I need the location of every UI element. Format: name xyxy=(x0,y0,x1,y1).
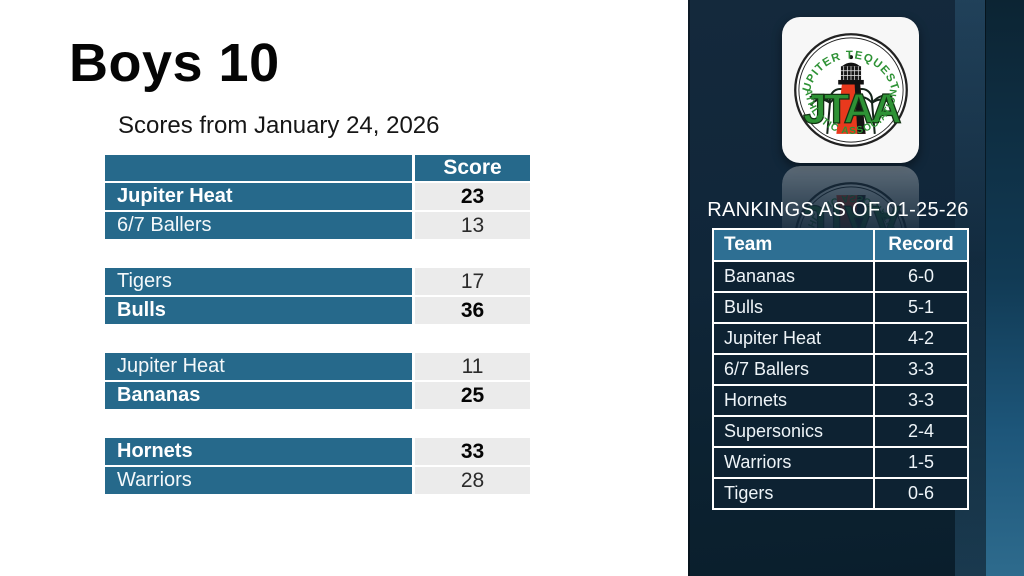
table-row: Hornets 33 xyxy=(105,438,530,465)
rank-team-cell: Warriors xyxy=(714,448,873,477)
scores-subtitle: Scores from January 24, 2026 xyxy=(118,112,440,139)
rank-record-cell: 2-4 xyxy=(875,417,967,446)
rank-team-cell: Hornets xyxy=(714,386,873,415)
scores-panel: Boys 10 Scores from January 24, 2026 Sco… xyxy=(69,33,530,523)
rank-team-cell: Bulls xyxy=(714,293,873,322)
score-cell: 13 xyxy=(415,212,530,239)
column-divider xyxy=(412,212,415,239)
column-divider xyxy=(412,155,415,181)
score-cell: 17 xyxy=(415,268,530,295)
game-block: Jupiter Heat 23 6/7 Ballers 13 xyxy=(105,183,530,239)
column-divider xyxy=(412,297,415,324)
table-row: Jupiter Heat 23 xyxy=(105,183,530,210)
column-divider xyxy=(412,438,415,465)
game-block: Jupiter Heat 11 Bananas 25 xyxy=(105,353,530,409)
team-name-cell: Hornets xyxy=(105,438,412,465)
table-row: 6/7 Ballers 13 xyxy=(105,212,530,239)
rank-record-cell: 3-3 xyxy=(875,355,967,384)
scores-header-team-cell xyxy=(105,155,412,181)
column-divider xyxy=(412,382,415,409)
rank-record-cell: 3-3 xyxy=(875,386,967,415)
team-name-cell: Jupiter Heat xyxy=(105,183,412,210)
rankings-header-record: Record xyxy=(875,230,967,260)
table-row: Tigers 17 xyxy=(105,268,530,295)
rank-record-cell: 4-2 xyxy=(875,324,967,353)
table-row: Jupiter Heat 11 xyxy=(105,353,530,380)
team-name-cell: Bananas xyxy=(105,382,412,409)
rankings-title: RANKINGS AS OF 01-25-26 xyxy=(707,199,969,221)
score-cell: 23 xyxy=(415,183,530,210)
rank-record-cell: 5-1 xyxy=(875,293,967,322)
score-cell: 25 xyxy=(415,382,530,409)
score-cell: 28 xyxy=(415,467,530,494)
rank-team-cell: Tigers xyxy=(714,479,873,508)
rankings-table: Team Record Bananas 6-0 Bulls 5-1 Jupite… xyxy=(712,228,969,510)
rank-team-cell: Jupiter Heat xyxy=(714,324,873,353)
rank-record-cell: 0-6 xyxy=(875,479,967,508)
page-title: Boys 10 xyxy=(69,33,280,93)
scores-table: Score Jupiter Heat 23 6/7 Ballers 13 Tig… xyxy=(105,155,530,523)
score-cell: 36 xyxy=(415,297,530,324)
column-divider xyxy=(412,183,415,210)
team-name-cell: Tigers xyxy=(105,268,412,295)
column-divider xyxy=(412,268,415,295)
table-row: Bulls 36 xyxy=(105,297,530,324)
rank-team-cell: Bananas xyxy=(714,262,873,291)
column-divider xyxy=(412,467,415,494)
game-block: Hornets 33 Warriors 28 xyxy=(105,438,530,494)
team-name-cell: Warriors xyxy=(105,467,412,494)
rank-team-cell: 6/7 Ballers xyxy=(714,355,873,384)
rank-record-cell: 6-0 xyxy=(875,262,967,291)
column-divider xyxy=(412,353,415,380)
team-name-cell: Jupiter Heat xyxy=(105,353,412,380)
lighthouse-icon xyxy=(835,55,866,134)
rank-record-cell: 1-5 xyxy=(875,448,967,477)
table-row: Bananas 25 xyxy=(105,382,530,409)
team-name-cell: Bulls xyxy=(105,297,412,324)
table-row: Warriors 28 xyxy=(105,467,530,494)
scores-header-score-cell: Score xyxy=(415,155,530,181)
rank-team-cell: Supersonics xyxy=(714,417,873,446)
game-block: Tigers 17 Bulls 36 xyxy=(105,268,530,324)
score-cell: 33 xyxy=(415,438,530,465)
team-name-cell: 6/7 Ballers xyxy=(105,212,412,239)
decorative-edge-stripe xyxy=(985,0,1024,576)
score-cell: 11 xyxy=(415,353,530,380)
jtaa-monogram: JTAA xyxy=(803,85,901,132)
palm-tree-icon xyxy=(808,88,849,134)
rankings-header-team: Team xyxy=(714,230,873,260)
scores-header-row: Score xyxy=(105,155,530,181)
